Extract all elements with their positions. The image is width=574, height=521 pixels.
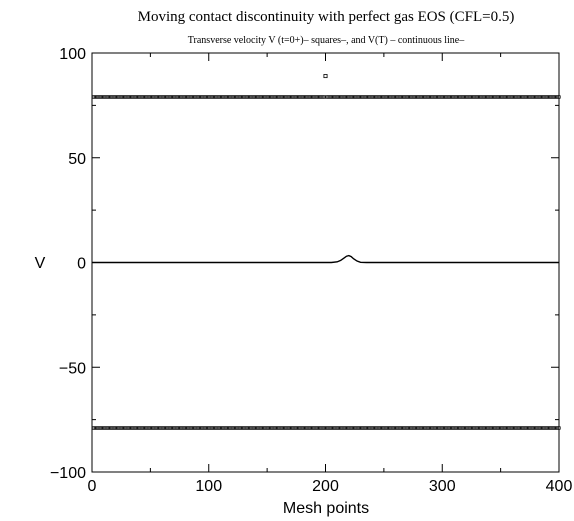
y-tick-label: 100	[59, 46, 86, 63]
square-marker	[323, 74, 328, 79]
x-tick-label: 300	[429, 478, 456, 495]
square-marker-row	[91, 95, 326, 99]
chart-subtitle: Transverse velocity V (t=0+)– squares–, …	[188, 35, 465, 46]
velocity-line	[92, 254, 559, 264]
y-tick-label: 50	[68, 151, 86, 168]
tick-labels: 0 100 200 300 400 −100 −50 0 50 100	[50, 46, 572, 495]
y-tick-label: −50	[59, 360, 86, 377]
y-tick-label: 0	[77, 256, 86, 273]
plot-area	[91, 52, 561, 473]
x-axis-label: Mesh points	[283, 500, 369, 517]
square-marker-row	[91, 426, 561, 430]
x-tick-label: 400	[546, 478, 573, 495]
x-tick-label: 0	[88, 478, 97, 495]
square-marker-row	[325, 95, 561, 99]
x-tick-label: 100	[195, 478, 222, 495]
y-axis-label: V	[35, 255, 46, 272]
axis-ticks	[91, 52, 560, 473]
y-tick-label: −100	[50, 465, 86, 482]
chart-title: Moving contact discontinuity with perfec…	[138, 9, 515, 25]
data-marks	[91, 74, 561, 430]
x-tick-label: 200	[312, 478, 339, 495]
square-marker	[557, 95, 561, 99]
square-marker	[557, 426, 561, 430]
